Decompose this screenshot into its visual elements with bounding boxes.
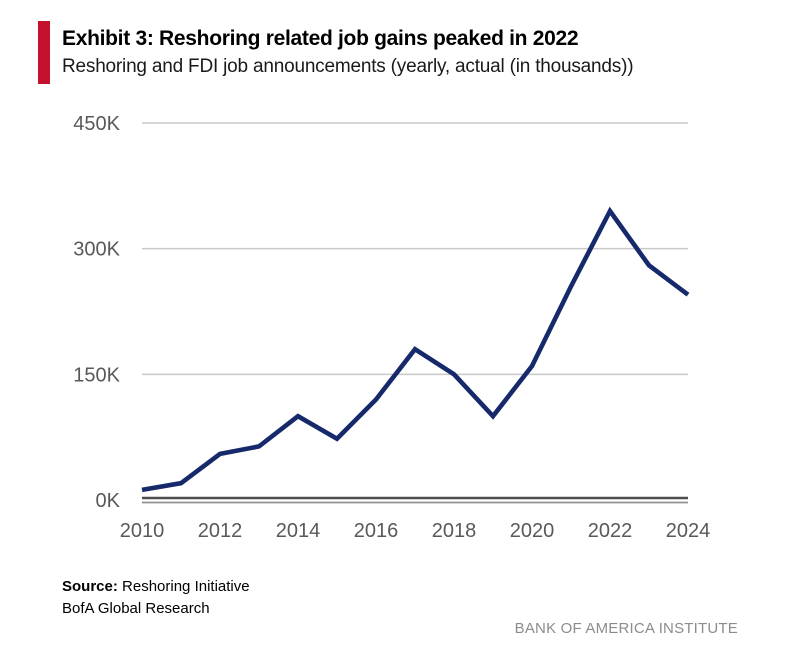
source-line-1: Source: Reshoring Initiative bbox=[62, 576, 250, 598]
x-tick-2022: 2022 bbox=[588, 520, 633, 542]
source-note: Source: Reshoring Initiative BofA Global… bbox=[62, 576, 250, 620]
line-chart: 0K 150K 300K 450K 2010 2012 2014 2016 2018 2020 20… bbox=[0, 100, 788, 560]
x-tick-2020: 2020 bbox=[510, 520, 555, 542]
exhibit-accent-bar bbox=[38, 21, 50, 84]
exhibit-header: Exhibit 3: Reshoring related job gains p… bbox=[62, 26, 762, 80]
x-tick-2010: 2010 bbox=[120, 520, 165, 542]
x-tick-2014: 2014 bbox=[276, 520, 321, 542]
line-chart-svg: 0K 150K 300K 450K 2010 2012 2014 2016 2018 2020 20… bbox=[73, 113, 711, 542]
exhibit-title: Exhibit 3: Reshoring related job gains p… bbox=[62, 27, 579, 50]
y-tick-0k: 0K bbox=[96, 490, 121, 512]
source-label: Source: bbox=[62, 578, 118, 595]
exhibit-subtitle: Reshoring and FDI job announcements (yea… bbox=[62, 56, 634, 78]
x-tick-2018: 2018 bbox=[432, 520, 477, 542]
y-tick-150k: 150K bbox=[73, 364, 120, 386]
y-tick-450k: 450K bbox=[73, 113, 120, 135]
institute-branding: BANK OF AMERICA INSTITUTE bbox=[514, 620, 738, 637]
x-tick-2024: 2024 bbox=[666, 520, 711, 542]
source-value: Reshoring Initiative bbox=[117, 578, 250, 595]
data-line bbox=[141, 206, 690, 493]
x-tick-2016: 2016 bbox=[354, 520, 399, 542]
y-tick-300k: 300K bbox=[73, 239, 120, 261]
x-tick-2012: 2012 bbox=[198, 520, 243, 542]
source-line-2: BofA Global Research bbox=[62, 600, 210, 617]
